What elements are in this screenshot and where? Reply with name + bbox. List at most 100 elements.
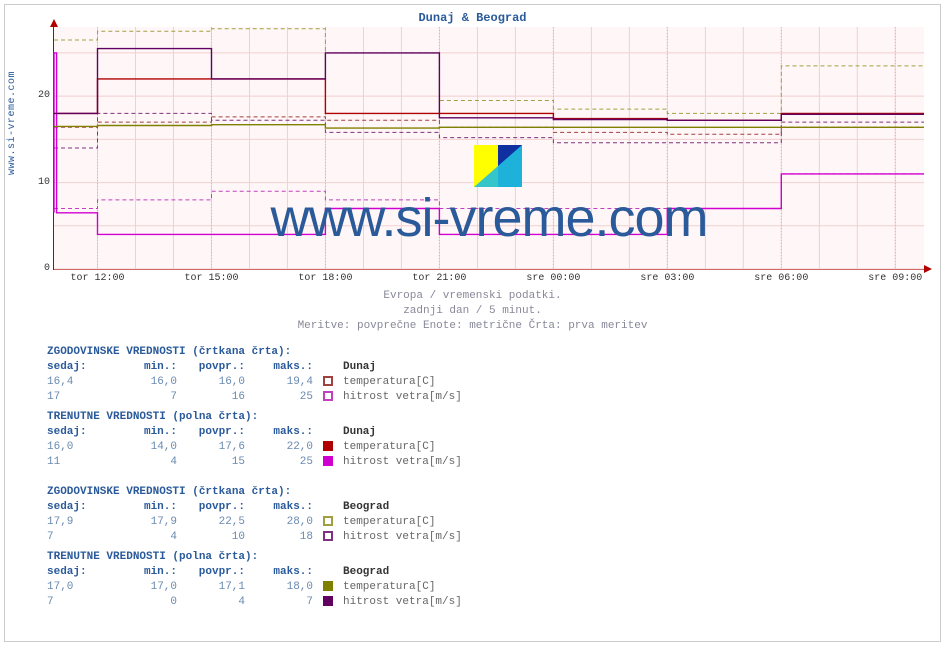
legend-value: 28,0 <box>251 515 319 530</box>
series-beograd-wind-hist <box>54 113 924 148</box>
col-header: sedaj: <box>47 360 115 375</box>
legend-swatch-icon <box>323 531 333 541</box>
series-beograd-wind-now <box>54 49 924 121</box>
col-header: maks.: <box>251 500 319 515</box>
legend-value: 4 <box>115 530 183 545</box>
legend-value: 16,0 <box>115 375 183 390</box>
legend-block-3: ZGODOVINSKE VREDNOSTI (črtkana črta):sed… <box>47 485 468 545</box>
plot-area: www.si-vreme.com 01020tor 12:00tor 15:00… <box>53 27 924 270</box>
y-tick: 20 <box>26 91 50 101</box>
legend-measure: temperatura[C] <box>343 580 468 595</box>
x-tick: tor 18:00 <box>298 273 352 284</box>
legend-table: sedaj:min.:povpr.:maks.:Dunaj16,416,016,… <box>47 360 468 405</box>
legend-value: 17,9 <box>115 515 183 530</box>
col-header: povpr.: <box>183 360 251 375</box>
legend-city: Beograd <box>343 565 468 580</box>
col-header: min.: <box>115 565 183 580</box>
legend-table: sedaj:min.:povpr.:maks.:Beograd17,017,01… <box>47 565 468 610</box>
legend-value: 17,0 <box>47 580 115 595</box>
legend-block-2: TRENUTNE VREDNOSTI (polna črta):sedaj:mi… <box>47 410 468 470</box>
legend-value: 10 <box>183 530 251 545</box>
col-header: povpr.: <box>183 500 251 515</box>
legend-block-4: TRENUTNE VREDNOSTI (polna črta):sedaj:mi… <box>47 550 468 610</box>
legend-header: ZGODOVINSKE VREDNOSTI (črtkana črta): <box>47 345 468 360</box>
legend-value: 17 <box>47 390 115 405</box>
legend-value: 17,6 <box>183 440 251 455</box>
col-header: sedaj: <box>47 565 115 580</box>
legend-header: TRENUTNE VREDNOSTI (polna črta): <box>47 550 468 565</box>
y-axis-arrow-icon <box>50 19 58 27</box>
col-header: min.: <box>115 425 183 440</box>
legend-value: 16,4 <box>47 375 115 390</box>
legend-block-1: ZGODOVINSKE VREDNOSTI (črtkana črta):sed… <box>47 345 468 405</box>
col-header: min.: <box>115 500 183 515</box>
legend-value: 7 <box>47 595 115 610</box>
legend-value: 16,0 <box>183 375 251 390</box>
x-axis-arrow-icon <box>924 265 932 273</box>
legend-swatch-icon <box>323 581 333 591</box>
legend-value: 14,0 <box>115 440 183 455</box>
col-header: maks.: <box>251 425 319 440</box>
legend-value: 18 <box>251 530 319 545</box>
legend-value: 7 <box>115 390 183 405</box>
x-tick: sre 00:00 <box>526 273 580 284</box>
legend-swatch-icon <box>323 456 333 466</box>
legend-value: 4 <box>115 455 183 470</box>
legend-value: 16,0 <box>47 440 115 455</box>
legend-swatch-icon <box>323 516 333 526</box>
series-beograd-temp-hist <box>54 29 924 114</box>
legend-value: 16 <box>183 390 251 405</box>
legend-value: 7 <box>47 530 115 545</box>
legend-city: Dunaj <box>343 425 468 440</box>
legend-swatch-icon <box>323 441 333 451</box>
col-header: povpr.: <box>183 425 251 440</box>
legend-swatch-icon <box>323 391 333 401</box>
legend-measure: temperatura[C] <box>343 515 468 530</box>
sub-captions: Evropa / vremenski podatki. zadnji dan /… <box>5 289 940 334</box>
col-header: maks.: <box>251 360 319 375</box>
series-beograd-temp-now <box>54 125 924 128</box>
sub-line-3: Meritve: povprečne Enote: metrične Črta:… <box>5 319 940 334</box>
legend-value: 7 <box>251 595 319 610</box>
col-header: maks.: <box>251 565 319 580</box>
legend-header: ZGODOVINSKE VREDNOSTI (črtkana črta): <box>47 485 468 500</box>
sub-line-2: zadnji dan / 5 minut. <box>5 304 940 319</box>
legend-value: 17,0 <box>115 580 183 595</box>
legend-table: sedaj:min.:povpr.:maks.: Dunaj 16,014,017,… <box>47 425 468 470</box>
legend-city: Beograd <box>343 500 468 515</box>
legend-value: 19,4 <box>251 375 319 390</box>
col-header: povpr.: <box>183 565 251 580</box>
col-header: sedaj: <box>47 500 115 515</box>
col-header: min.: <box>115 360 183 375</box>
legend-measure: hitrost vetra[m/s] <box>343 530 468 545</box>
legend-city: Dunaj <box>343 360 468 375</box>
legend-measure: hitrost vetra[m/s] <box>343 455 468 470</box>
legend-value: 25 <box>251 455 319 470</box>
side-url: www.si-vreme.com <box>7 71 18 175</box>
y-tick: 10 <box>26 178 50 188</box>
x-tick: sre 06:00 <box>754 273 808 284</box>
x-tick: tor 12:00 <box>70 273 124 284</box>
legend-measure: hitrost vetra[m/s] <box>343 595 468 610</box>
legend-table: sedaj:min.:povpr.:maks.:Beograd17,917,92… <box>47 500 468 545</box>
legend-value: 22,0 <box>251 440 319 455</box>
x-tick: sre 09:00 <box>868 273 922 284</box>
legend-swatch-icon <box>323 596 333 606</box>
legend-value: 18,0 <box>251 580 319 595</box>
legend-measure: hitrost vetra[m/s] <box>343 390 468 405</box>
legend-value: 11 <box>47 455 115 470</box>
y-tick: 0 <box>26 264 50 274</box>
watermark-logo-icon <box>474 145 522 187</box>
legend-swatch-icon <box>323 376 333 386</box>
legend-value: 22,5 <box>183 515 251 530</box>
x-tick: tor 21:00 <box>412 273 466 284</box>
sub-line-1: Evropa / vremenski podatki. <box>5 289 940 304</box>
chart-title: Dunaj & Beograd <box>5 11 940 25</box>
x-tick: tor 15:00 <box>184 273 238 284</box>
legend-value: 17,1 <box>183 580 251 595</box>
col-header: sedaj: <box>47 425 115 440</box>
legend-value: 4 <box>183 595 251 610</box>
legend-header: TRENUTNE VREDNOSTI (polna črta): <box>47 410 468 425</box>
chart-frame: www.si-vreme.com Dunaj & Beograd www.si-… <box>4 4 941 642</box>
legend-value: 0 <box>115 595 183 610</box>
